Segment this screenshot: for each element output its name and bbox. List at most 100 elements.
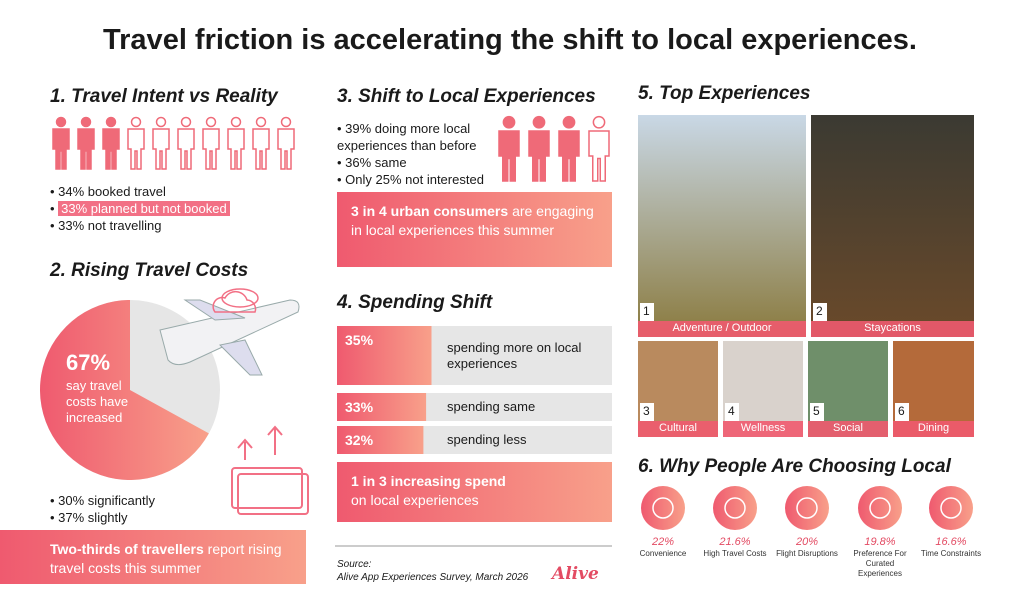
body (202, 128, 220, 170)
person-icon (77, 116, 95, 170)
bar (337, 426, 424, 454)
head (155, 116, 167, 128)
list-item: 34% booked travel (50, 183, 230, 200)
rank-box (895, 403, 909, 421)
head (230, 116, 242, 128)
reason: 22% Convenience (627, 536, 699, 559)
logo: Alive (552, 564, 599, 584)
reason-icon (858, 486, 902, 530)
photo-label-bar (638, 321, 806, 337)
person-icon (277, 116, 295, 170)
reason-icon (785, 486, 829, 530)
list-item: 36% same (337, 154, 497, 171)
reason-icon-inner (796, 497, 818, 519)
reason-icon-inner (869, 497, 891, 519)
rank-box (810, 403, 824, 421)
reason-label: Convenience (639, 549, 687, 558)
reason-value: 16.6% (935, 536, 967, 548)
reason-value: 19.8% (864, 536, 896, 548)
head (55, 116, 67, 128)
body (528, 130, 550, 182)
person-icon (588, 115, 610, 182)
head (502, 115, 516, 129)
head (255, 116, 267, 128)
reason-icon-inner (724, 497, 746, 519)
section-heading: 6. Why People Are Choosing Local (638, 456, 951, 477)
bar-value: 35% (345, 332, 374, 348)
callout: Two-thirds of travellers report rising t… (0, 530, 306, 584)
reason: 20% Flight Disruptions (771, 536, 843, 559)
person-icon (498, 115, 520, 182)
photo-label: Staycations (864, 322, 921, 334)
photo-label-bar (723, 421, 803, 437)
callout: 1 in 3 increasing spend on local experien… (337, 462, 612, 522)
person-icon (528, 115, 550, 182)
body (498, 130, 520, 182)
bar-label: spending same (447, 399, 536, 414)
head (532, 115, 546, 129)
section-heading: 1. Travel Intent vs Reality (50, 86, 278, 107)
intent-list: 34% booked travel 33% planned but not bo… (50, 183, 230, 234)
photo-label: Wellness (740, 422, 786, 434)
bar-value: 33% (345, 399, 374, 415)
head (280, 116, 292, 128)
photo-label: Dining (917, 422, 950, 434)
rank: 6 (898, 404, 905, 418)
reason-label: High Travel Costs (703, 549, 767, 558)
body (588, 130, 610, 182)
rank: 1 (643, 304, 650, 318)
money-illustration (231, 425, 309, 515)
list-item: Only 25% not interested (337, 171, 497, 188)
person-icon (177, 116, 195, 170)
pie-caption: say travel costs have increased (66, 378, 129, 425)
callout-text: on local experiences (351, 492, 479, 508)
bar-value: 32% (345, 432, 374, 448)
main-title: Travel friction is accelerating the shif… (103, 24, 917, 56)
reason-label: Time Constraints (920, 549, 982, 558)
cost-list: 30% significantly 37% slightly (50, 492, 155, 526)
callout-text: report rising travel costs this summer (50, 541, 282, 576)
photo-label: Cultural (659, 422, 697, 434)
callout-bold: Two-thirds of travellers (50, 541, 204, 557)
reason-label: Flight Disruptions (776, 549, 838, 558)
list-item: 33% planned but not booked (50, 200, 230, 217)
head (130, 116, 142, 128)
photo-label: Adventure / Outdoor (672, 322, 772, 334)
rank: 3 (643, 404, 650, 418)
callout-bold: 3 in 4 urban consumers (351, 203, 509, 219)
rank-box (725, 403, 739, 421)
head (180, 116, 192, 128)
reason-value: 22% (651, 536, 675, 548)
person-icon (102, 116, 120, 170)
source: Source: Alive App Experiences Survey, Ma… (337, 558, 528, 584)
plane-illustration (159, 288, 300, 376)
source-label: Source: (337, 559, 372, 570)
reason-icon (929, 486, 973, 530)
body (277, 128, 295, 170)
callout-text: are engaging in local experiences this s… (351, 203, 594, 238)
person-icon (252, 116, 270, 170)
rank-box (640, 303, 654, 321)
reason-value: 20% (795, 536, 819, 548)
person-icon (227, 116, 245, 170)
reason-label: Preference For Curated Experiences (853, 549, 907, 578)
body (177, 128, 195, 170)
list-item: 39% doing more local experiences than be… (337, 120, 497, 154)
pie-value: 67% (66, 350, 111, 375)
source-text: Alive App Experiences Survey, March 2026 (337, 572, 529, 583)
photo-label-bar (811, 321, 974, 337)
head (205, 116, 217, 128)
bar-label: spending less (447, 432, 527, 447)
body (252, 128, 270, 170)
head (105, 116, 117, 128)
rank: 2 (816, 304, 823, 318)
body (102, 128, 120, 170)
person-icon (152, 116, 170, 170)
body (127, 128, 145, 170)
head (562, 115, 576, 129)
rank-box (813, 303, 827, 321)
photo-label: Social (833, 422, 863, 434)
body (227, 128, 245, 170)
section-heading: 4. Spending Shift (337, 292, 493, 313)
